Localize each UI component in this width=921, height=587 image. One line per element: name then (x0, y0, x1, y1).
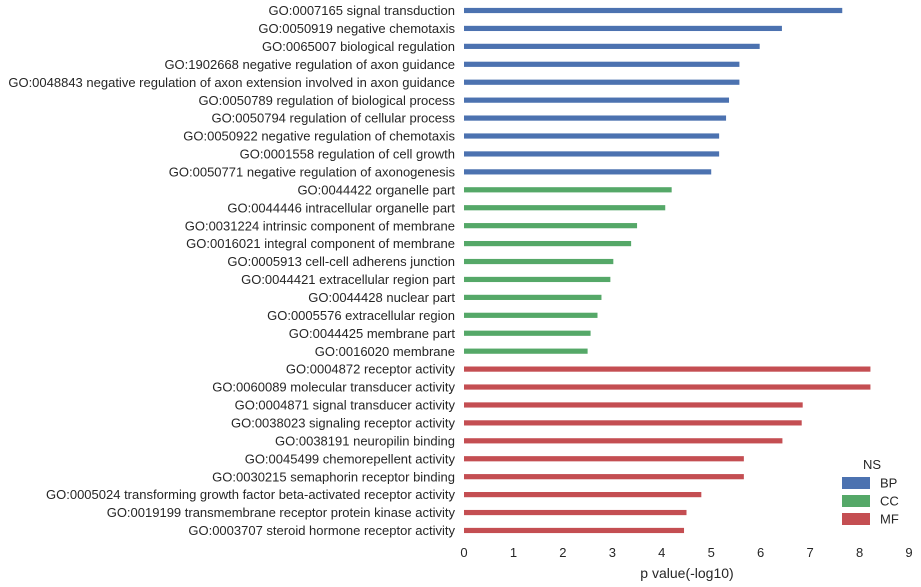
bar-bp (464, 79, 740, 85)
bar-cc (464, 312, 598, 318)
bar-cc (464, 240, 632, 247)
category-label: GO:0065007 biological regulation (262, 39, 455, 54)
bar-cc (464, 223, 638, 229)
legend-label-mf: MF (880, 512, 899, 527)
category-label: GO:0044422 organelle part (297, 182, 455, 197)
legend-swatch-cc (842, 495, 870, 507)
legend-title: NS (863, 457, 881, 472)
x-tick-label: 1 (510, 545, 517, 560)
category-label: GO:0004871 signal transducer activity (235, 398, 456, 413)
category-label: GO:0048843 negative regulation of axon e… (8, 75, 455, 90)
category-label: GO:0044446 intracellular organelle part (227, 200, 455, 215)
bar-cc (464, 258, 614, 265)
x-tick-label: 2 (559, 545, 566, 560)
bar-mf (464, 438, 783, 444)
bar-mf (464, 509, 687, 516)
x-tick-label: 4 (658, 545, 665, 560)
category-label: GO:0005024 transforming growth factor be… (46, 487, 455, 502)
bar-mf (464, 420, 802, 426)
legend-swatch-bp (842, 477, 870, 489)
bar-bp (464, 169, 712, 175)
bar-cc (464, 276, 611, 283)
bar-cc (464, 348, 588, 354)
bar-bp (464, 25, 782, 32)
bar-mf (464, 456, 744, 462)
category-label: GO:0016021 integral component of membran… (186, 236, 455, 251)
bar-bp (464, 97, 730, 103)
category-label: GO:1902668 negative regulation of axon g… (164, 57, 455, 72)
x-axis: 0 1 2 3 4 5 6 7 8 9 (460, 545, 912, 560)
category-label: GO:0044421 extracellular region part (241, 272, 455, 287)
category-label: GO:0016020 membrane (315, 344, 455, 359)
x-tick-label: 6 (757, 545, 764, 560)
category-label: GO:0031224 intrinsic component of membra… (185, 218, 455, 233)
category-label: GO:0050922 negative regulation of chemot… (183, 129, 455, 144)
legend: NS BP CC MF (842, 457, 899, 527)
category-label: GO:0001558 regulation of cell growth (240, 147, 455, 162)
x-tick-label: 8 (856, 545, 863, 560)
bars-layer (464, 7, 871, 534)
category-label: GO:0050771 negative regulation of axonog… (169, 164, 456, 179)
bar-bp (464, 7, 843, 14)
category-label: GO:0060089 molecular transducer activity (212, 380, 455, 395)
x-tick-label: 5 (708, 545, 715, 560)
category-label: GO:0004872 receptor activity (286, 362, 456, 377)
bar-mf (464, 474, 744, 480)
category-label: GO:0003707 steroid hormone receptor acti… (188, 523, 455, 538)
legend-swatch-mf (842, 513, 870, 525)
x-tick-label: 0 (460, 545, 467, 560)
bar-mf (464, 492, 702, 498)
bar-cc (464, 294, 602, 300)
bar-mf (464, 402, 803, 408)
category-label: GO:0005913 cell-cell adherens junction (227, 254, 455, 269)
category-label: GO:0030215 semaphorin receptor binding (212, 469, 455, 484)
category-label: GO:0044425 membrane part (289, 326, 456, 341)
bar-bp (464, 115, 727, 121)
bar-bp (464, 43, 760, 49)
bar-cc (464, 205, 666, 211)
bar-bp (464, 61, 740, 67)
legend-label-bp: BP (880, 476, 897, 491)
bar-cc (464, 330, 591, 336)
bar-mf (464, 527, 685, 534)
category-label: GO:0050789 regulation of biological proc… (198, 93, 455, 108)
category-label: GO:0050919 negative chemotaxis (258, 21, 455, 36)
category-label: GO:0044428 nuclear part (308, 290, 455, 305)
category-label: GO:0019199 transmembrane receptor protei… (107, 505, 456, 520)
category-label: GO:0007165 signal transduction (269, 3, 455, 18)
category-label: GO:0050794 regulation of cellular proces… (211, 111, 455, 126)
x-tick-label: 9 (905, 545, 912, 560)
x-tick-label: 7 (806, 545, 813, 560)
category-label: GO:0038023 signaling receptor activity (231, 415, 456, 430)
bar-bp (464, 151, 720, 157)
bar-bp (464, 133, 720, 139)
x-axis-title: p value(-log10) (640, 565, 733, 581)
category-label: GO:0005576 extracellular region (267, 308, 455, 323)
bar-mf (464, 366, 871, 372)
category-labels: GO:0007165 signal transduction GO:0050919… (8, 3, 455, 538)
bar-mf (464, 384, 871, 390)
x-tick-label: 3 (609, 545, 616, 560)
category-label: GO:0045499 chemorepellent activity (245, 451, 456, 466)
bar-cc (464, 187, 672, 193)
category-label: GO:0038191 neuropilin binding (275, 433, 455, 448)
legend-label-cc: CC (880, 494, 899, 509)
